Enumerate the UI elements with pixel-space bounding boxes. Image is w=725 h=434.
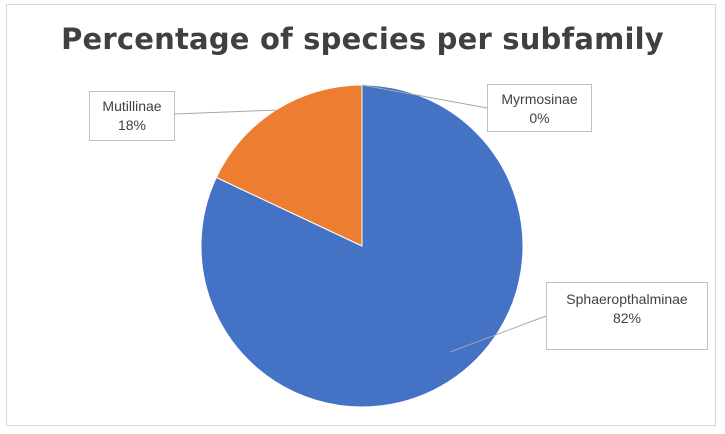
data-label-mutillinae: Mutillinae 18% [89,91,175,141]
data-label-sphaeropthalminae-name: Sphaeropthalminae [566,291,688,307]
data-label-sphaeropthalminae-value: 82% [612,310,642,326]
leader-line-myrmosinae [361,84,488,109]
leader-line-mutillinae [174,109,276,115]
data-label-sphaeropthalminae: Sphaeropthalminae 82% [546,282,708,350]
chart-title: Percentage of species per subfamily [61,22,664,56]
leader-line-sphaeropthalminae [450,315,547,353]
data-label-mutillinae-name: Mutillinae [102,98,162,114]
data-label-myrmosinae-value: 0% [529,110,550,126]
data-label-myrmosinae-name: Myrmosinae [501,91,578,107]
data-label-myrmosinae: Myrmosinae 0% [487,84,592,132]
data-label-mutillinae-value: 18% [117,117,147,133]
